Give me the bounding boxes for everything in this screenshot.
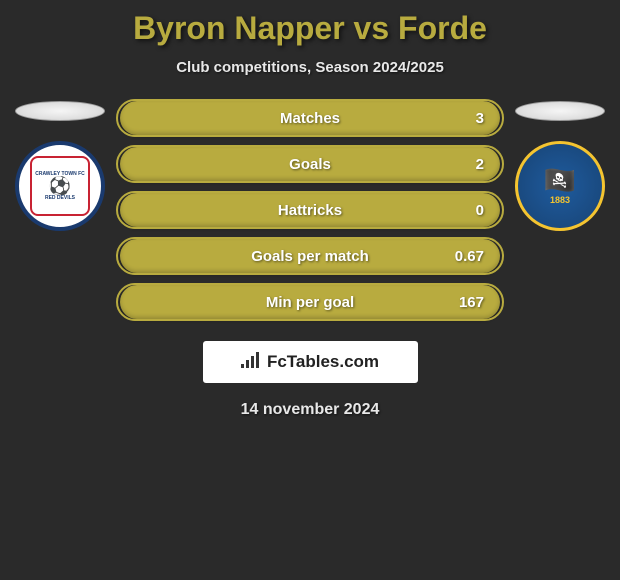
stat-row: Min per goal 167 xyxy=(120,285,500,319)
stats-list: Matches 3 Goals 2 Hattricks 0 Goals per … xyxy=(110,101,510,319)
club-badge-right: 🏴‍☠️ 1883 xyxy=(515,141,605,231)
club-badge-left-shield: CRAWLEY TOWN FC ⚽ RED DEVILS xyxy=(30,156,90,216)
page-title: Byron Napper vs Forde xyxy=(0,10,620,47)
date-label: 14 november 2024 xyxy=(0,401,620,419)
stat-label: Goals per match xyxy=(251,248,369,265)
subtitle: Club competitions, Season 2024/2025 xyxy=(0,59,620,76)
stat-right-value: 0 xyxy=(476,202,484,219)
badge-left-bottom-text: RED DEVILS xyxy=(45,195,75,201)
player-ellipse-right xyxy=(515,101,605,121)
stat-row: Goals 2 xyxy=(120,147,500,181)
comparison-card: Byron Napper vs Forde Club competitions,… xyxy=(0,0,620,429)
stat-right-value: 2 xyxy=(476,156,484,173)
club-badge-left: CRAWLEY TOWN FC ⚽ RED DEVILS xyxy=(15,141,105,231)
stat-row: Hattricks 0 xyxy=(120,193,500,227)
stat-label: Hattricks xyxy=(278,202,342,219)
stat-row: Goals per match 0.67 xyxy=(120,239,500,273)
site-logo[interactable]: FcTables.com xyxy=(203,341,418,383)
football-icon: ⚽ xyxy=(49,177,71,195)
chart-icon xyxy=(241,352,261,373)
stat-label: Matches xyxy=(280,110,340,127)
right-column: 🏴‍☠️ 1883 xyxy=(510,101,610,231)
player-ellipse-left xyxy=(15,101,105,121)
pirate-icon: 🏴‍☠️ xyxy=(544,167,576,193)
left-column: CRAWLEY TOWN FC ⚽ RED DEVILS xyxy=(10,101,110,231)
stat-label: Min per goal xyxy=(266,294,354,311)
badge-right-year: 1883 xyxy=(550,195,570,205)
stat-label: Goals xyxy=(289,156,331,173)
stat-right-value: 167 xyxy=(459,294,484,311)
stat-right-value: 3 xyxy=(476,110,484,127)
stat-right-value: 0.67 xyxy=(455,248,484,265)
site-logo-text: FcTables.com xyxy=(267,352,379,372)
stat-row: Matches 3 xyxy=(120,101,500,135)
main-area: CRAWLEY TOWN FC ⚽ RED DEVILS Matches 3 G… xyxy=(0,101,620,319)
